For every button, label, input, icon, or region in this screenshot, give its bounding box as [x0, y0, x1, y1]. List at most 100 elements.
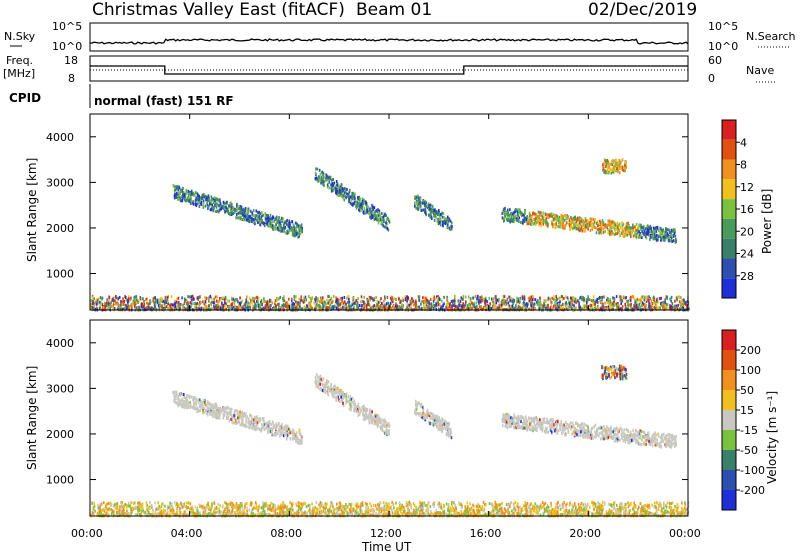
echo-cell: [567, 296, 569, 299]
echo-cell: [562, 303, 564, 306]
echo-cell: [203, 199, 205, 202]
echo-cell: [165, 301, 167, 304]
echo-cell: [375, 306, 377, 309]
echo-cell: [365, 201, 367, 204]
echo-cell: [335, 187, 337, 190]
echo-cell: [216, 210, 218, 213]
echo-cell: [292, 233, 294, 236]
echo-cell: [365, 303, 367, 306]
echo-cell: [273, 228, 275, 231]
noise-left-tick-bottom: 10^0: [52, 40, 82, 53]
echo-cell: [671, 296, 673, 299]
echo-cell: [278, 303, 280, 306]
echo-cell: [329, 187, 331, 190]
echo-cell: [449, 227, 451, 230]
echo-cell: [115, 303, 117, 306]
echo-cell: [543, 302, 545, 305]
echo-cell: [583, 219, 585, 222]
echo-cell: [597, 307, 599, 310]
echo-cell: [476, 505, 478, 508]
echo-cell: [342, 187, 344, 190]
echo-cell: [197, 302, 199, 305]
echo-cell: [593, 295, 595, 298]
echo-cell: [127, 301, 129, 304]
echo-cell: [676, 296, 678, 299]
echo-cell: [256, 296, 258, 299]
echo-cell: [326, 174, 328, 177]
echo-cell: [350, 305, 352, 308]
echo-cell: [447, 216, 449, 219]
echo-cell: [188, 199, 190, 202]
echo-cell: [646, 298, 648, 301]
echo-cell: [581, 298, 583, 301]
echo-cell: [568, 306, 570, 309]
date-label: 02/Dec/2019: [588, 0, 697, 20]
echo-cell: [211, 198, 213, 201]
echo-cell: [556, 304, 558, 307]
echo-cell: [367, 302, 369, 305]
echo-cell: [488, 297, 490, 300]
echo-cell: [371, 306, 373, 309]
echo-cell: [573, 217, 575, 220]
echo-cell: [468, 296, 470, 299]
echo-cell: [603, 231, 605, 234]
echo-cell: [136, 298, 138, 301]
echo-cell: [657, 227, 659, 230]
echo-cell: [272, 215, 274, 218]
echo-cell: [667, 232, 669, 235]
echo-cell: [430, 298, 432, 301]
echo-cell: [174, 302, 176, 305]
echo-cell: [446, 298, 448, 301]
echo-cell: [508, 296, 510, 299]
echo-cell: [506, 218, 508, 221]
echo-cell: [371, 297, 373, 300]
echo-cell: [166, 305, 168, 308]
echo-cell: [323, 184, 325, 187]
echo-cell: [498, 298, 500, 301]
echo-cell: [246, 215, 248, 218]
echo-cell: [283, 230, 285, 233]
echo-cell: [589, 304, 591, 307]
echo-cell: [319, 301, 321, 304]
echo-cell: [322, 296, 324, 299]
echo-cell: [672, 240, 674, 243]
echo-cell: [574, 226, 576, 229]
echo-cell: [539, 297, 541, 300]
echo-cell: [251, 220, 253, 223]
colorbar-swatch: [722, 179, 736, 199]
echo-cell: [630, 234, 632, 237]
echo-cell: [177, 306, 179, 309]
echo-cell: [516, 297, 518, 300]
echo-cell: [327, 302, 329, 305]
echo-cell: [639, 306, 641, 309]
echo-cell: [143, 305, 145, 308]
echo-cell: [659, 227, 661, 230]
echo-cell: [493, 306, 495, 309]
echo-cell: [589, 298, 591, 301]
echo-cell: [275, 227, 277, 230]
echo-cell: [583, 297, 585, 300]
echo-cell: [519, 506, 521, 509]
echo-cell: [182, 305, 184, 308]
echo-cell: [358, 208, 360, 211]
echo-cell: [280, 296, 282, 299]
echo-cell: [246, 299, 248, 302]
echo-cell: [450, 225, 452, 228]
echo-cell: [212, 209, 214, 212]
echo-cell: [286, 219, 288, 222]
echo-cell: [631, 231, 633, 234]
echo-cell: [484, 307, 486, 310]
echo-cell: [344, 187, 346, 190]
echo-cell: [507, 209, 509, 212]
echo-cell: [662, 233, 664, 236]
echo-cell: [578, 303, 580, 306]
echo-cell: [433, 296, 435, 299]
echo-cell: [529, 220, 531, 223]
echo-cell: [261, 215, 263, 218]
echo-cell: [437, 301, 439, 304]
echo-cell: [442, 224, 444, 227]
echo-cell: [529, 510, 531, 513]
echo-cell: [421, 209, 423, 212]
echo-cell: [217, 306, 219, 309]
echo-cell: [217, 198, 219, 201]
